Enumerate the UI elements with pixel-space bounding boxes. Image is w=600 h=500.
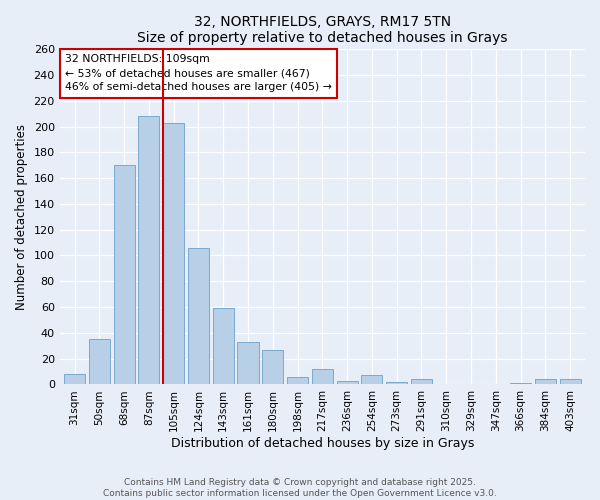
Bar [64, 374, 85, 384]
Bar [560, 380, 581, 384]
Bar [163, 122, 184, 384]
Bar [312, 369, 333, 384]
Bar [212, 308, 234, 384]
X-axis label: Distribution of detached houses by size in Grays: Distribution of detached houses by size … [170, 437, 474, 450]
Text: Contains HM Land Registry data © Crown copyright and database right 2025.
Contai: Contains HM Land Registry data © Crown c… [103, 478, 497, 498]
Text: 32 NORTHFIELDS: 109sqm
← 53% of detached houses are smaller (467)
46% of semi-de: 32 NORTHFIELDS: 109sqm ← 53% of detached… [65, 54, 332, 92]
Bar [89, 340, 110, 384]
Bar [188, 248, 209, 384]
Y-axis label: Number of detached properties: Number of detached properties [15, 124, 28, 310]
Bar [238, 342, 259, 384]
Bar [535, 380, 556, 384]
Bar [287, 376, 308, 384]
Title: 32, NORTHFIELDS, GRAYS, RM17 5TN
Size of property relative to detached houses in: 32, NORTHFIELDS, GRAYS, RM17 5TN Size of… [137, 15, 508, 45]
Bar [361, 376, 382, 384]
Bar [510, 383, 531, 384]
Bar [411, 380, 432, 384]
Bar [139, 116, 160, 384]
Bar [386, 382, 407, 384]
Bar [262, 350, 283, 384]
Bar [337, 380, 358, 384]
Bar [113, 165, 134, 384]
